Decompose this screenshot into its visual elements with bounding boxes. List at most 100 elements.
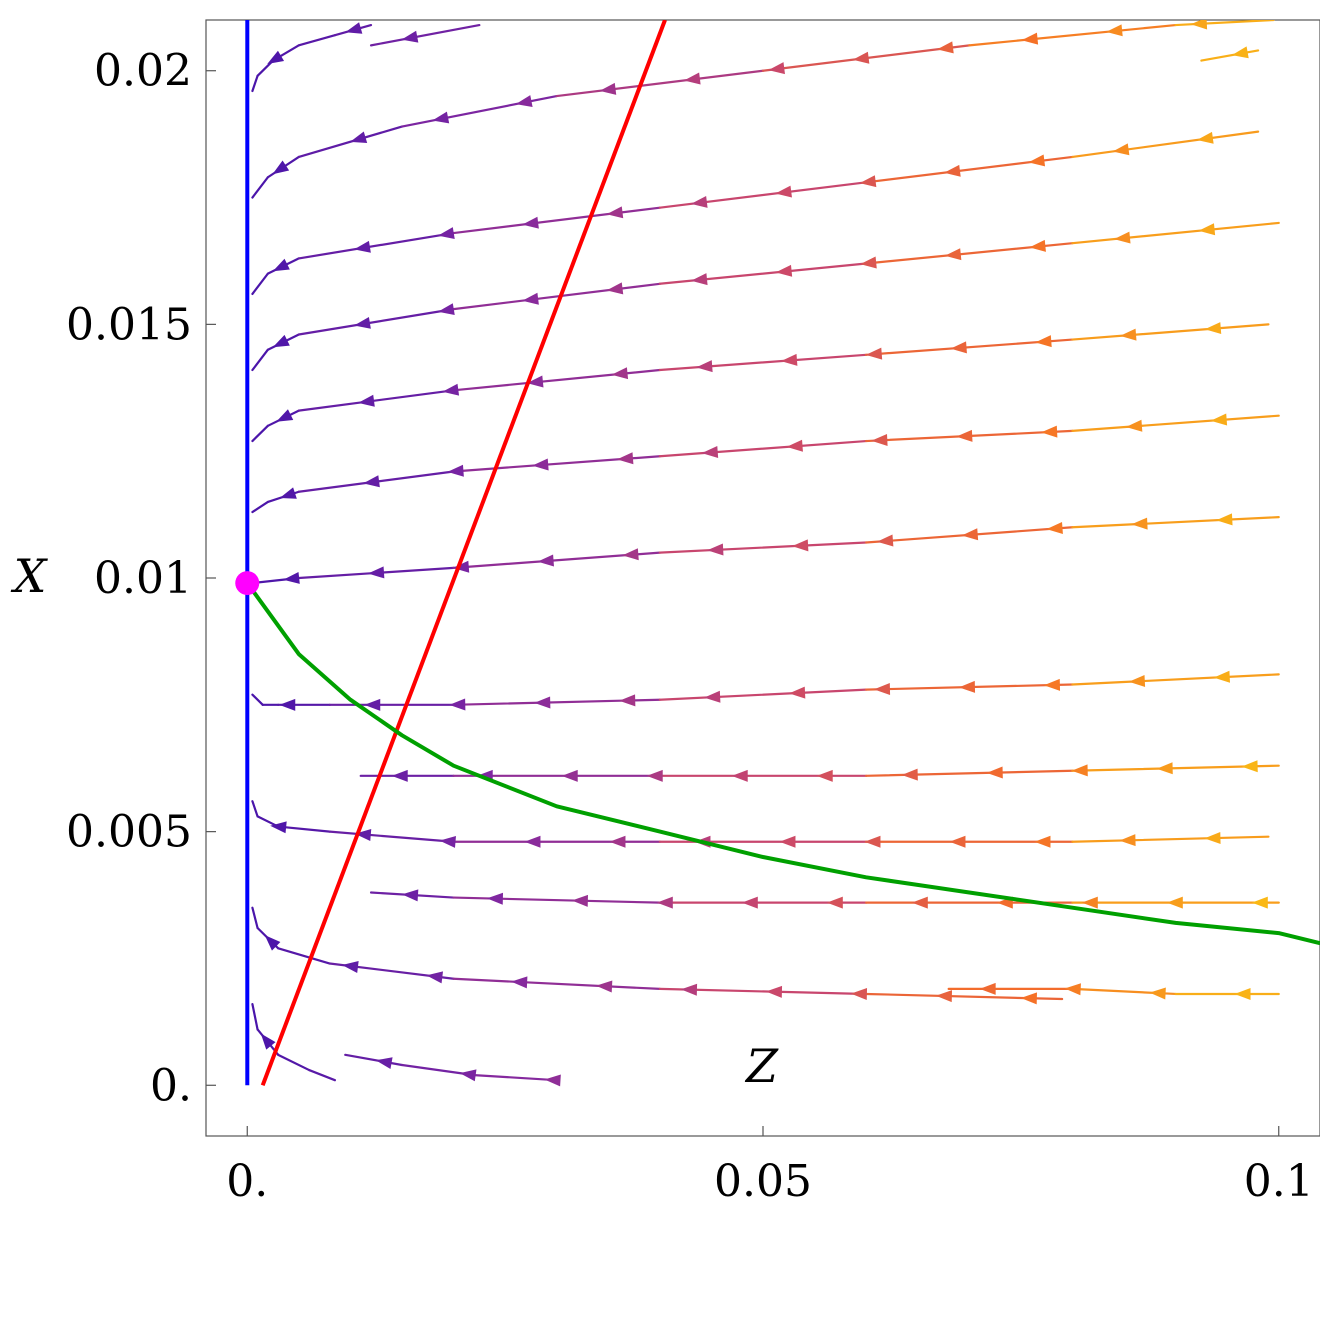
streamline-segment xyxy=(1071,221,1280,245)
streamline-arrow xyxy=(871,434,888,446)
streamline-arrow xyxy=(1020,992,1037,1005)
streamline-arrow xyxy=(876,534,894,547)
streamline-arrow xyxy=(526,375,544,388)
streamline-segment xyxy=(658,439,868,458)
streamline-arrow xyxy=(1106,24,1123,37)
streamline-segment xyxy=(400,94,558,128)
streamline-arrow xyxy=(442,383,460,396)
streamline-arrow xyxy=(260,1033,276,1050)
streamline-segment xyxy=(277,1053,311,1072)
streamline-arrow xyxy=(789,686,806,699)
streamline-segment xyxy=(1071,673,1280,686)
y-axis-label: X xyxy=(11,549,49,603)
streamline-arrow xyxy=(616,452,634,465)
streamline-arrow xyxy=(426,971,444,984)
streamline-arrow xyxy=(741,896,758,909)
streamline-arrow xyxy=(1251,896,1268,909)
streamline-segment xyxy=(555,69,765,98)
streamline-arrow xyxy=(731,769,748,782)
streamline-arrow xyxy=(775,264,793,277)
streamline-arrow xyxy=(375,1057,393,1070)
streamline-arrow xyxy=(354,829,372,841)
y-tick-label: 0.01 xyxy=(94,553,192,604)
streamline-arrow xyxy=(1035,335,1052,348)
streamline-arrow xyxy=(859,175,877,188)
streamline-arrow xyxy=(342,961,359,973)
streamline-segment xyxy=(251,74,259,93)
series-line-2 xyxy=(245,581,1320,946)
streamline-segment xyxy=(344,1053,404,1067)
streamline-arrow xyxy=(345,22,363,34)
streamline-segment xyxy=(297,231,455,260)
streamline-arrow xyxy=(534,696,551,709)
streamline-arrow xyxy=(792,539,809,552)
streamline-arrow xyxy=(1231,46,1249,59)
streamline-segment xyxy=(1071,414,1280,432)
streamline-arrow xyxy=(1131,517,1148,530)
streamline-arrow xyxy=(775,185,792,198)
streamline-arrow xyxy=(826,896,843,909)
streamline-segment xyxy=(658,353,868,372)
streamline-arrow xyxy=(935,990,953,1003)
streamline-arrow xyxy=(571,894,588,907)
streamline-segment xyxy=(1071,835,1270,843)
streamline-arrow xyxy=(459,1069,477,1082)
streamline-arrow xyxy=(956,429,973,442)
streamline-arrow xyxy=(1213,670,1230,683)
x-tick-label: 0.05 xyxy=(714,1156,812,1207)
fixed-point-layer xyxy=(235,571,260,596)
streamline-arrow xyxy=(622,548,639,561)
streamline-arrow xyxy=(1112,143,1130,156)
streamline-arrow xyxy=(437,227,455,239)
streamline-arrow xyxy=(865,347,883,360)
streamline-arrow xyxy=(486,892,504,905)
streamline-arrow xyxy=(1119,834,1136,847)
streamline-arrow xyxy=(680,983,698,996)
streamline-arrow xyxy=(1071,764,1088,777)
streamline-arrow xyxy=(911,896,928,909)
series-line-1 xyxy=(260,20,667,1087)
streamline-arrow xyxy=(611,367,629,380)
y-tick-label: 0. xyxy=(150,1060,192,1111)
streamlines xyxy=(251,20,1280,1087)
streamline-segment xyxy=(251,500,269,514)
streamline-arrow xyxy=(279,698,296,711)
streamline-arrow xyxy=(515,95,533,107)
streamline-arrow xyxy=(768,62,785,75)
y-tick-label: 0.005 xyxy=(66,807,192,858)
streamline-segment xyxy=(452,368,661,392)
streamline-segment xyxy=(1071,323,1270,341)
streamline-arrow xyxy=(354,240,371,253)
streamline-segment xyxy=(308,1068,337,1082)
streamline-arrow xyxy=(860,256,877,269)
streamline-arrow xyxy=(646,769,663,782)
streamline-arrow xyxy=(283,572,300,584)
streamline-arrow xyxy=(447,464,464,477)
streamline-arrow xyxy=(937,41,954,54)
streamline-arrow xyxy=(1210,413,1228,426)
streamline-segment xyxy=(865,769,1074,777)
x-axis-ticks: 0. 0.05 0.1 xyxy=(226,1126,1314,1207)
streamline-segment xyxy=(251,693,264,706)
streamline-arrow xyxy=(944,164,961,177)
streamline-arrow xyxy=(864,835,881,848)
series-lines xyxy=(245,20,1320,1087)
streamline-arrow xyxy=(779,835,796,848)
streamline-arrow xyxy=(364,698,381,711)
streamline-arrow xyxy=(1166,896,1183,909)
streamline-arrow xyxy=(1204,322,1222,335)
streamline-arrow xyxy=(901,768,918,781)
streamline-arrow xyxy=(270,821,287,834)
streamline-segment xyxy=(658,181,868,209)
streamline-arrow xyxy=(852,51,870,64)
streamline-arrow xyxy=(765,985,783,998)
streamline-segment xyxy=(251,800,259,818)
streamline-segment xyxy=(1071,516,1280,529)
streamline-arrow xyxy=(358,394,375,407)
streamline-arrow xyxy=(1034,835,1051,848)
streamline-segment xyxy=(452,896,661,904)
streamline-arrow xyxy=(524,835,541,848)
streamline-arrow xyxy=(1216,513,1233,526)
streamline-arrow xyxy=(272,258,290,272)
